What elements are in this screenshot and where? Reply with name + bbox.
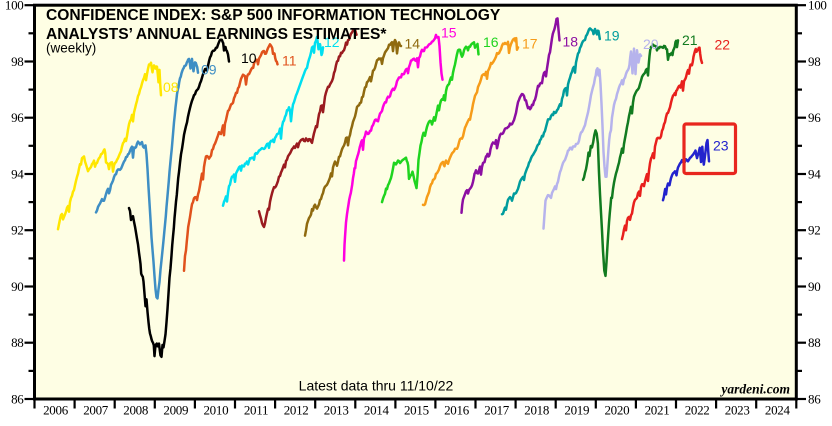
svg-text:90: 90 <box>808 279 820 294</box>
svg-text:(weekly): (weekly) <box>46 41 96 56</box>
svg-text:14: 14 <box>405 36 421 52</box>
svg-text:2020: 2020 <box>604 403 629 418</box>
svg-text:2023: 2023 <box>725 403 750 418</box>
svg-text:2017: 2017 <box>484 403 510 418</box>
svg-text:2008: 2008 <box>123 403 148 418</box>
svg-text:86: 86 <box>808 391 821 406</box>
svg-text:CONFIDENCE INDEX: S&P 500 INFO: CONFIDENCE INDEX: S&P 500 INFORMATION TE… <box>46 7 501 24</box>
svg-text:2007: 2007 <box>83 403 109 418</box>
svg-text:2019: 2019 <box>564 403 589 418</box>
svg-text:2012: 2012 <box>284 403 309 418</box>
svg-text:Latest data thru 11/10/22: Latest data thru 11/10/22 <box>299 378 454 394</box>
svg-text:11: 11 <box>282 53 297 69</box>
svg-text:100: 100 <box>5 0 24 13</box>
svg-text:92: 92 <box>11 223 23 238</box>
svg-text:17: 17 <box>522 36 538 52</box>
svg-text:08: 08 <box>163 79 179 95</box>
svg-text:23: 23 <box>713 138 729 154</box>
svg-text:19: 19 <box>604 28 620 44</box>
svg-text:94: 94 <box>808 166 821 181</box>
svg-text:09: 09 <box>201 62 217 78</box>
svg-text:2014: 2014 <box>364 403 390 418</box>
svg-text:10: 10 <box>241 50 257 66</box>
svg-text:21: 21 <box>682 32 698 48</box>
svg-text:2024: 2024 <box>765 403 791 418</box>
svg-text:2009: 2009 <box>163 403 188 418</box>
svg-text:98: 98 <box>808 54 820 69</box>
svg-text:2016: 2016 <box>444 403 470 418</box>
svg-text:12: 12 <box>324 34 340 50</box>
svg-text:20: 20 <box>643 36 659 52</box>
svg-text:2021: 2021 <box>645 403 670 418</box>
svg-text:15: 15 <box>441 25 457 41</box>
svg-text:2018: 2018 <box>524 403 549 418</box>
svg-text:2022: 2022 <box>685 403 710 418</box>
svg-text:16: 16 <box>483 34 499 50</box>
svg-text:22: 22 <box>715 37 731 53</box>
svg-text:96: 96 <box>808 110 821 125</box>
svg-text:2010: 2010 <box>203 403 228 418</box>
svg-text:94: 94 <box>11 166 24 181</box>
svg-text:2015: 2015 <box>404 403 429 418</box>
svg-text:2013: 2013 <box>324 403 349 418</box>
svg-text:2011: 2011 <box>244 403 268 418</box>
svg-text:18: 18 <box>563 34 579 50</box>
svg-text:100: 100 <box>808 0 827 13</box>
svg-text:2006: 2006 <box>43 403 69 418</box>
svg-text:ANALYSTS’ ANNUAL EARNINGS ESTI: ANALYSTS’ ANNUAL EARNINGS ESTIMATES* <box>46 26 387 43</box>
svg-text:98: 98 <box>11 54 23 69</box>
svg-text:92: 92 <box>808 223 820 238</box>
svg-text:88: 88 <box>11 335 23 350</box>
svg-text:86: 86 <box>11 391 24 406</box>
svg-text:88: 88 <box>808 335 820 350</box>
svg-text:96: 96 <box>11 110 24 125</box>
svg-text:yardeni.com: yardeni.com <box>719 382 790 397</box>
svg-text:90: 90 <box>11 279 23 294</box>
